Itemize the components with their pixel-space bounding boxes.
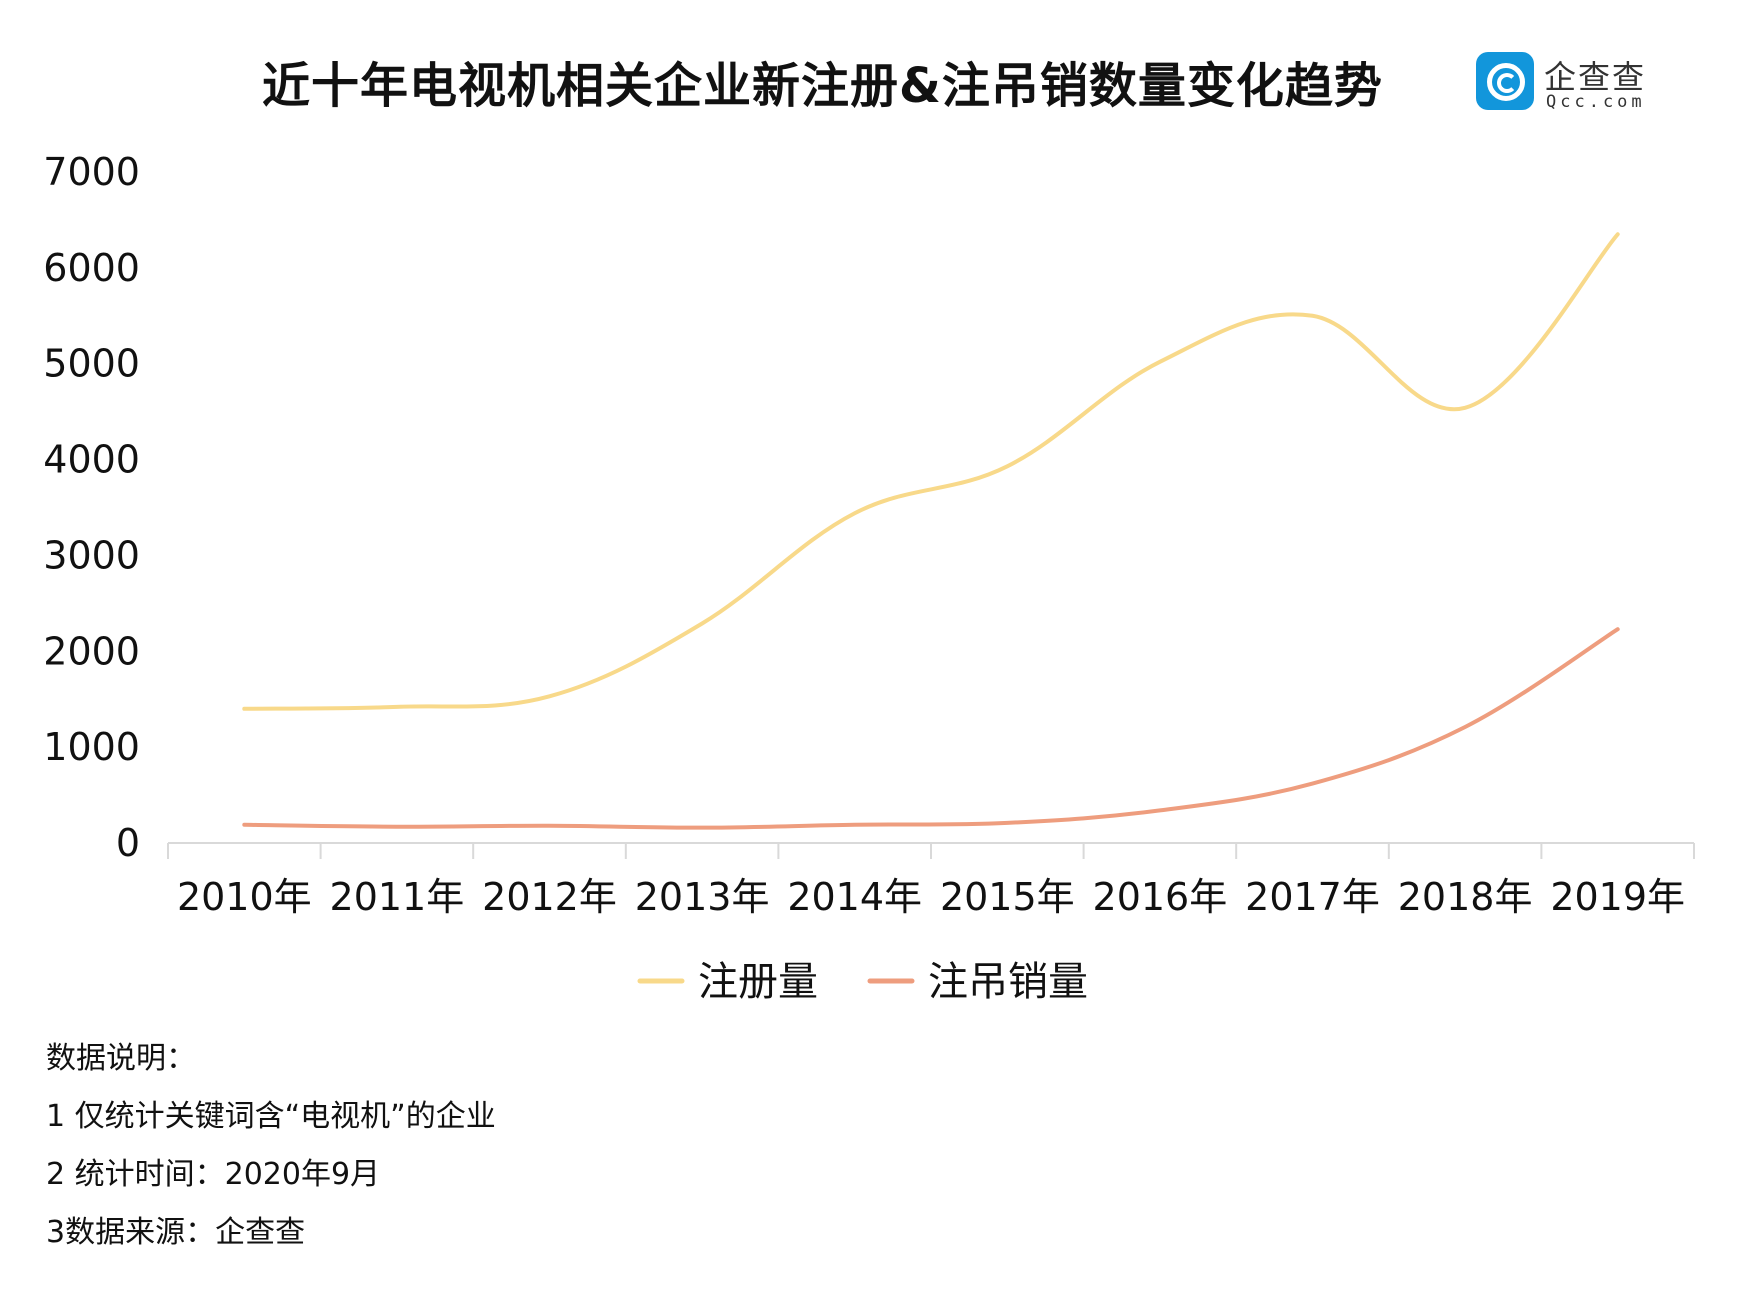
series-line-1 (242, 627, 1620, 830)
note-heading: 数据说明： (46, 1041, 196, 1076)
legend: 注册量 注吊销量 (637, 959, 1088, 1005)
x-tick-label: 2010年 (177, 875, 312, 919)
y-tick-label: 3000 (43, 533, 140, 577)
y-tick-label: 5000 (43, 342, 140, 386)
note-time: 2 统计时间：2020年9月 (46, 1157, 381, 1192)
series-lines (242, 232, 1620, 830)
logo-name-en: Qcc.com (1546, 92, 1646, 112)
x-tick-label: 2019年 (1550, 875, 1685, 919)
x-tick-label: 2013年 (635, 875, 770, 919)
y-tick-label: 6000 (43, 246, 140, 290)
x-tick-label: 2015年 (940, 875, 1075, 919)
logo-name-cn: 企查查 (1544, 58, 1647, 96)
x-tick-label: 2011年 (330, 875, 465, 919)
data-notes: 数据说明： 1 仅统计关键词含“电视机”的企业 2 统计时间：2020年9月 3… (46, 1030, 496, 1262)
x-axis: 2010年 2011年 2012年 2013年 2014年 2015年 2016年 2017年… (167, 842, 1695, 919)
line-chart: 0 1000 2000 3000 4000 5000 6000 7000 2010年 2011年… (43, 150, 1695, 1005)
y-tick-label: 2000 (43, 629, 140, 673)
y-tick-label: 7000 (43, 150, 140, 194)
legend-label: 注册量 (698, 959, 818, 1005)
y-tick-label: 4000 (43, 438, 140, 482)
y-tick-label: 0 (116, 821, 140, 865)
chart-title: 近十年电视机相关企业新注册&注吊销数量变化趋势 (262, 58, 1383, 114)
x-tick-label: 2017年 (1245, 875, 1380, 919)
qcc-logo-icon (1476, 52, 1534, 110)
x-tick-label: 2018年 (1398, 875, 1533, 919)
legend-label: 注吊销量 (928, 959, 1088, 1005)
qcc-logo: 企查查 Qcc.com (1476, 52, 1706, 116)
y-tick-label: 1000 (43, 725, 140, 769)
series-line-0 (242, 232, 1620, 711)
y-axis: 0 1000 2000 3000 4000 5000 6000 7000 (43, 150, 140, 865)
x-tick-label: 2014年 (787, 875, 922, 919)
note-source: 3数据来源：企查查 (46, 1215, 306, 1250)
note-keyword: 1 仅统计关键词含“电视机”的企业 (46, 1099, 496, 1134)
x-tick-label: 2016年 (1093, 875, 1228, 919)
x-tick-label: 2012年 (482, 875, 617, 919)
